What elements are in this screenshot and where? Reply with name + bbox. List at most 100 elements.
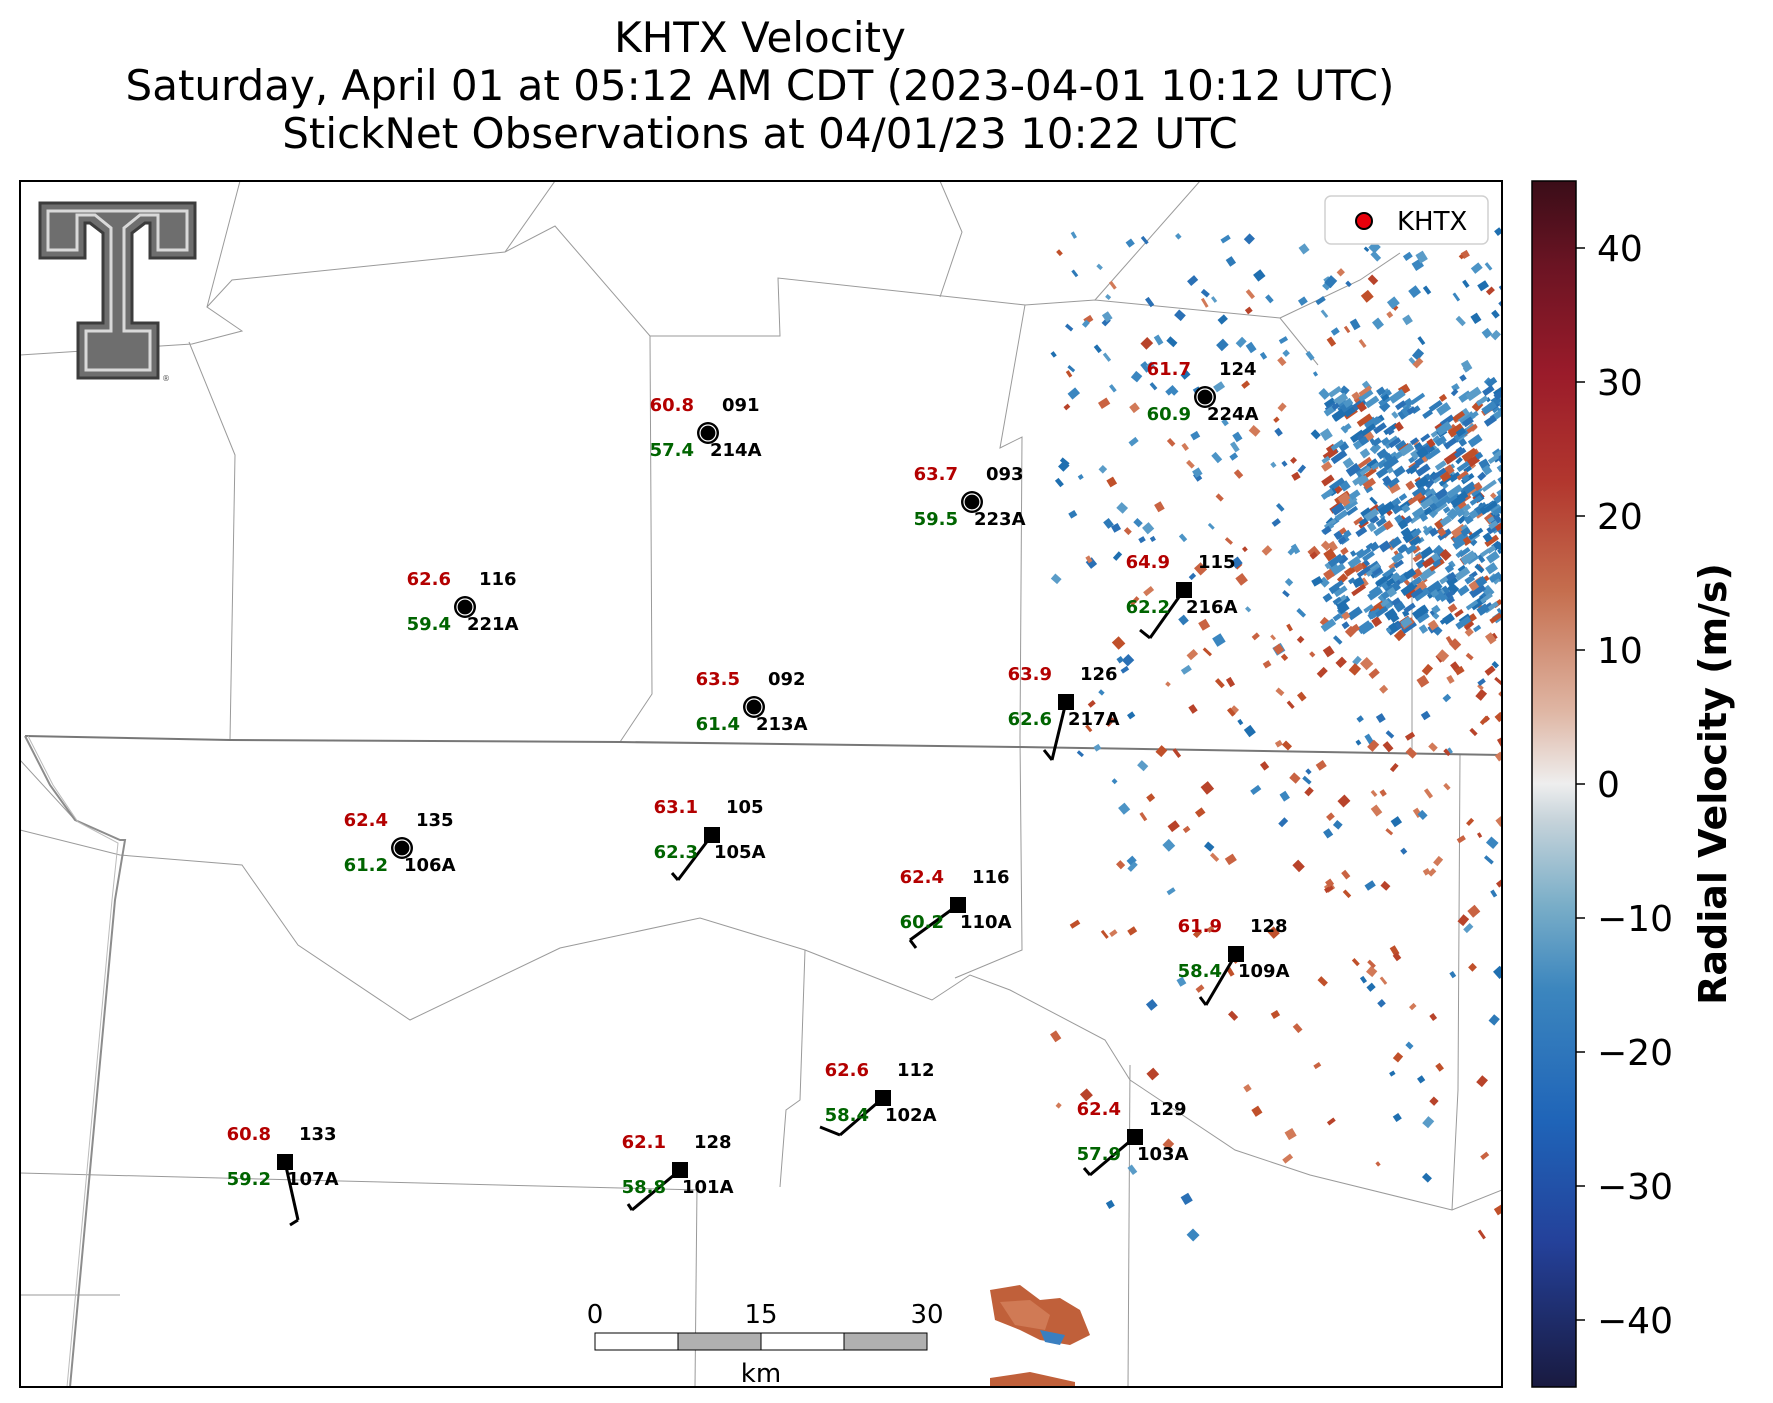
station-probe-id: 217A — [1068, 709, 1120, 730]
station-dewpoint: 62.6 — [1008, 709, 1052, 730]
station-107a: 60.8 133 59.2 107A — [227, 1124, 339, 1227]
colorbar-tick-label: 10 — [1597, 631, 1643, 672]
station-id: 116 — [479, 569, 517, 590]
title-line-1: KHTX Velocity — [614, 13, 906, 62]
station-temperature: 62.1 — [622, 1132, 666, 1153]
county-boundaries — [20, 181, 1502, 1387]
station-temperature: 63.5 — [696, 669, 740, 690]
station-dewpoint: 60.9 — [1147, 404, 1191, 425]
station-temperature: 63.1 — [654, 797, 698, 818]
station-dewpoint: 57.4 — [650, 440, 694, 461]
station-224a: 61.7 124 60.9 224A — [1147, 359, 1259, 425]
station-221a: 62.6 116 59.4 221A — [407, 569, 519, 635]
state-boundary — [24, 735, 1502, 756]
station-dewpoint: 60.2 — [900, 912, 944, 933]
station-probe-id: 214A — [710, 440, 762, 461]
station-id: 124 — [1219, 359, 1257, 380]
colorbar-gradient — [1531, 180, 1577, 1388]
station-temperature: 60.8 — [227, 1124, 271, 1145]
station-103a: 62.4 129 57.9 103A — [1077, 1099, 1189, 1177]
station-temperature: 63.9 — [1008, 664, 1052, 685]
station-temperature: 63.7 — [914, 464, 958, 485]
khtx-marker-icon — [1355, 212, 1373, 230]
station-marker — [1058, 694, 1074, 710]
station-id: 116 — [972, 867, 1010, 888]
station-dewpoint: 57.9 — [1077, 1144, 1121, 1165]
station-105a: 63.1 105 62.3 105A — [654, 797, 766, 881]
wind-barb — [1042, 701, 1068, 761]
title-line-3: StickNet Observations at 04/01/23 10:22 … — [282, 109, 1238, 158]
colorbar-label: Radial Velocity (m/s) — [1691, 563, 1735, 1005]
station-213a: 63.5 092 61.4 213A — [696, 669, 808, 735]
station-id: 135 — [416, 810, 454, 831]
station-102a: 62.6 112 58.4 102A — [819, 1060, 937, 1137]
scale-unit: km — [741, 1359, 781, 1389]
station-110a: 62.4 116 60.2 110A — [900, 867, 1012, 949]
station-temperature: 60.8 — [650, 395, 694, 416]
title-line-2: Saturday, April 01 at 05:12 AM CDT (2023… — [125, 61, 1395, 110]
station-marker — [672, 1162, 688, 1178]
station-dewpoint: 62.3 — [654, 842, 698, 863]
station-probe-id: 109A — [1238, 961, 1290, 982]
station-probe-id: 101A — [682, 1177, 734, 1198]
station-probe-id: 107A — [287, 1169, 339, 1190]
station-dewpoint: 61.2 — [344, 855, 388, 876]
colorbar-tick-label: 20 — [1597, 497, 1643, 538]
station-probe-id: 213A — [756, 714, 808, 735]
station-id: 112 — [897, 1060, 935, 1081]
station-id: 105 — [726, 797, 764, 818]
station-dewpoint: 62.2 — [1126, 597, 1170, 618]
station-dewpoint: 59.4 — [407, 614, 451, 635]
colorbar-tick-label: 30 — [1597, 363, 1643, 404]
station-probe-id: 224A — [1207, 404, 1259, 425]
station-probe-id: 102A — [885, 1105, 937, 1126]
station-temperature: 62.4 — [900, 867, 944, 888]
colorbar-tick-label: 0 — [1597, 765, 1620, 806]
station-223a: 63.7 093 59.5 223A — [914, 464, 1026, 530]
colorbar-tick-label: −10 — [1597, 899, 1673, 940]
state-boundary-west — [24, 735, 127, 1387]
station-marker — [1228, 946, 1244, 962]
scale-tick-15: 15 — [744, 1300, 777, 1330]
station-marker — [950, 897, 966, 913]
station-106a: 62.4 135 61.2 106A — [344, 810, 456, 876]
station-dewpoint: 58.4 — [1178, 961, 1222, 982]
legend-label: KHTX — [1397, 207, 1467, 237]
colorbar-tick-label: 40 — [1597, 229, 1643, 270]
station-id: 093 — [986, 464, 1024, 485]
texas-tech-logo: ® — [38, 201, 197, 383]
station-id: 128 — [1250, 916, 1288, 937]
station-probe-id: 223A — [974, 509, 1026, 530]
station-dewpoint: 59.2 — [227, 1169, 271, 1190]
station-id: 115 — [1198, 552, 1236, 573]
station-id: 128 — [694, 1132, 732, 1153]
colorbar-tick-label: −40 — [1597, 1301, 1673, 1342]
stickNet-stations: 60.8 091 57.4 214A 61.7 124 60.9 224A 63.7 093 59.… — [227, 359, 1290, 1227]
station-temperature: 62.4 — [1077, 1099, 1121, 1120]
station-marker — [704, 827, 720, 843]
station-id: 092 — [768, 669, 806, 690]
colorbar: 40 30 20 10 0 −10 −20 −30 −40 Radial Velocity (m… — [1531, 180, 1735, 1388]
station-id: 129 — [1149, 1099, 1187, 1120]
scale-tick-0: 0 — [587, 1300, 604, 1330]
station-temperature: 64.9 — [1126, 552, 1170, 573]
station-probe-id: 221A — [467, 614, 519, 635]
scale-bar: 0 15 30 km — [587, 1300, 944, 1389]
station-dewpoint: 58.8 — [622, 1177, 666, 1198]
station-id: 126 — [1080, 664, 1118, 685]
station-109a: 61.9 128 58.4 109A — [1178, 916, 1290, 1006]
scale-tick-30: 30 — [910, 1300, 943, 1330]
station-temperature: 62.4 — [344, 810, 388, 831]
station-probe-id: 105A — [714, 842, 766, 863]
svg-text:®: ® — [162, 374, 170, 383]
station-temperature: 62.6 — [825, 1060, 869, 1081]
map-border — [19, 180, 1503, 1388]
radar-velocity-field — [1050, 226, 1502, 1242]
station-marker — [277, 1154, 293, 1170]
map-area: 60.8 091 57.4 214A 61.7 124 60.9 224A 63.7 093 59.… — [20, 181, 1502, 1389]
station-probe-id: 110A — [960, 912, 1012, 933]
station-marker — [875, 1090, 891, 1106]
station-temperature: 62.6 — [407, 569, 451, 590]
station-marker — [1127, 1129, 1143, 1145]
